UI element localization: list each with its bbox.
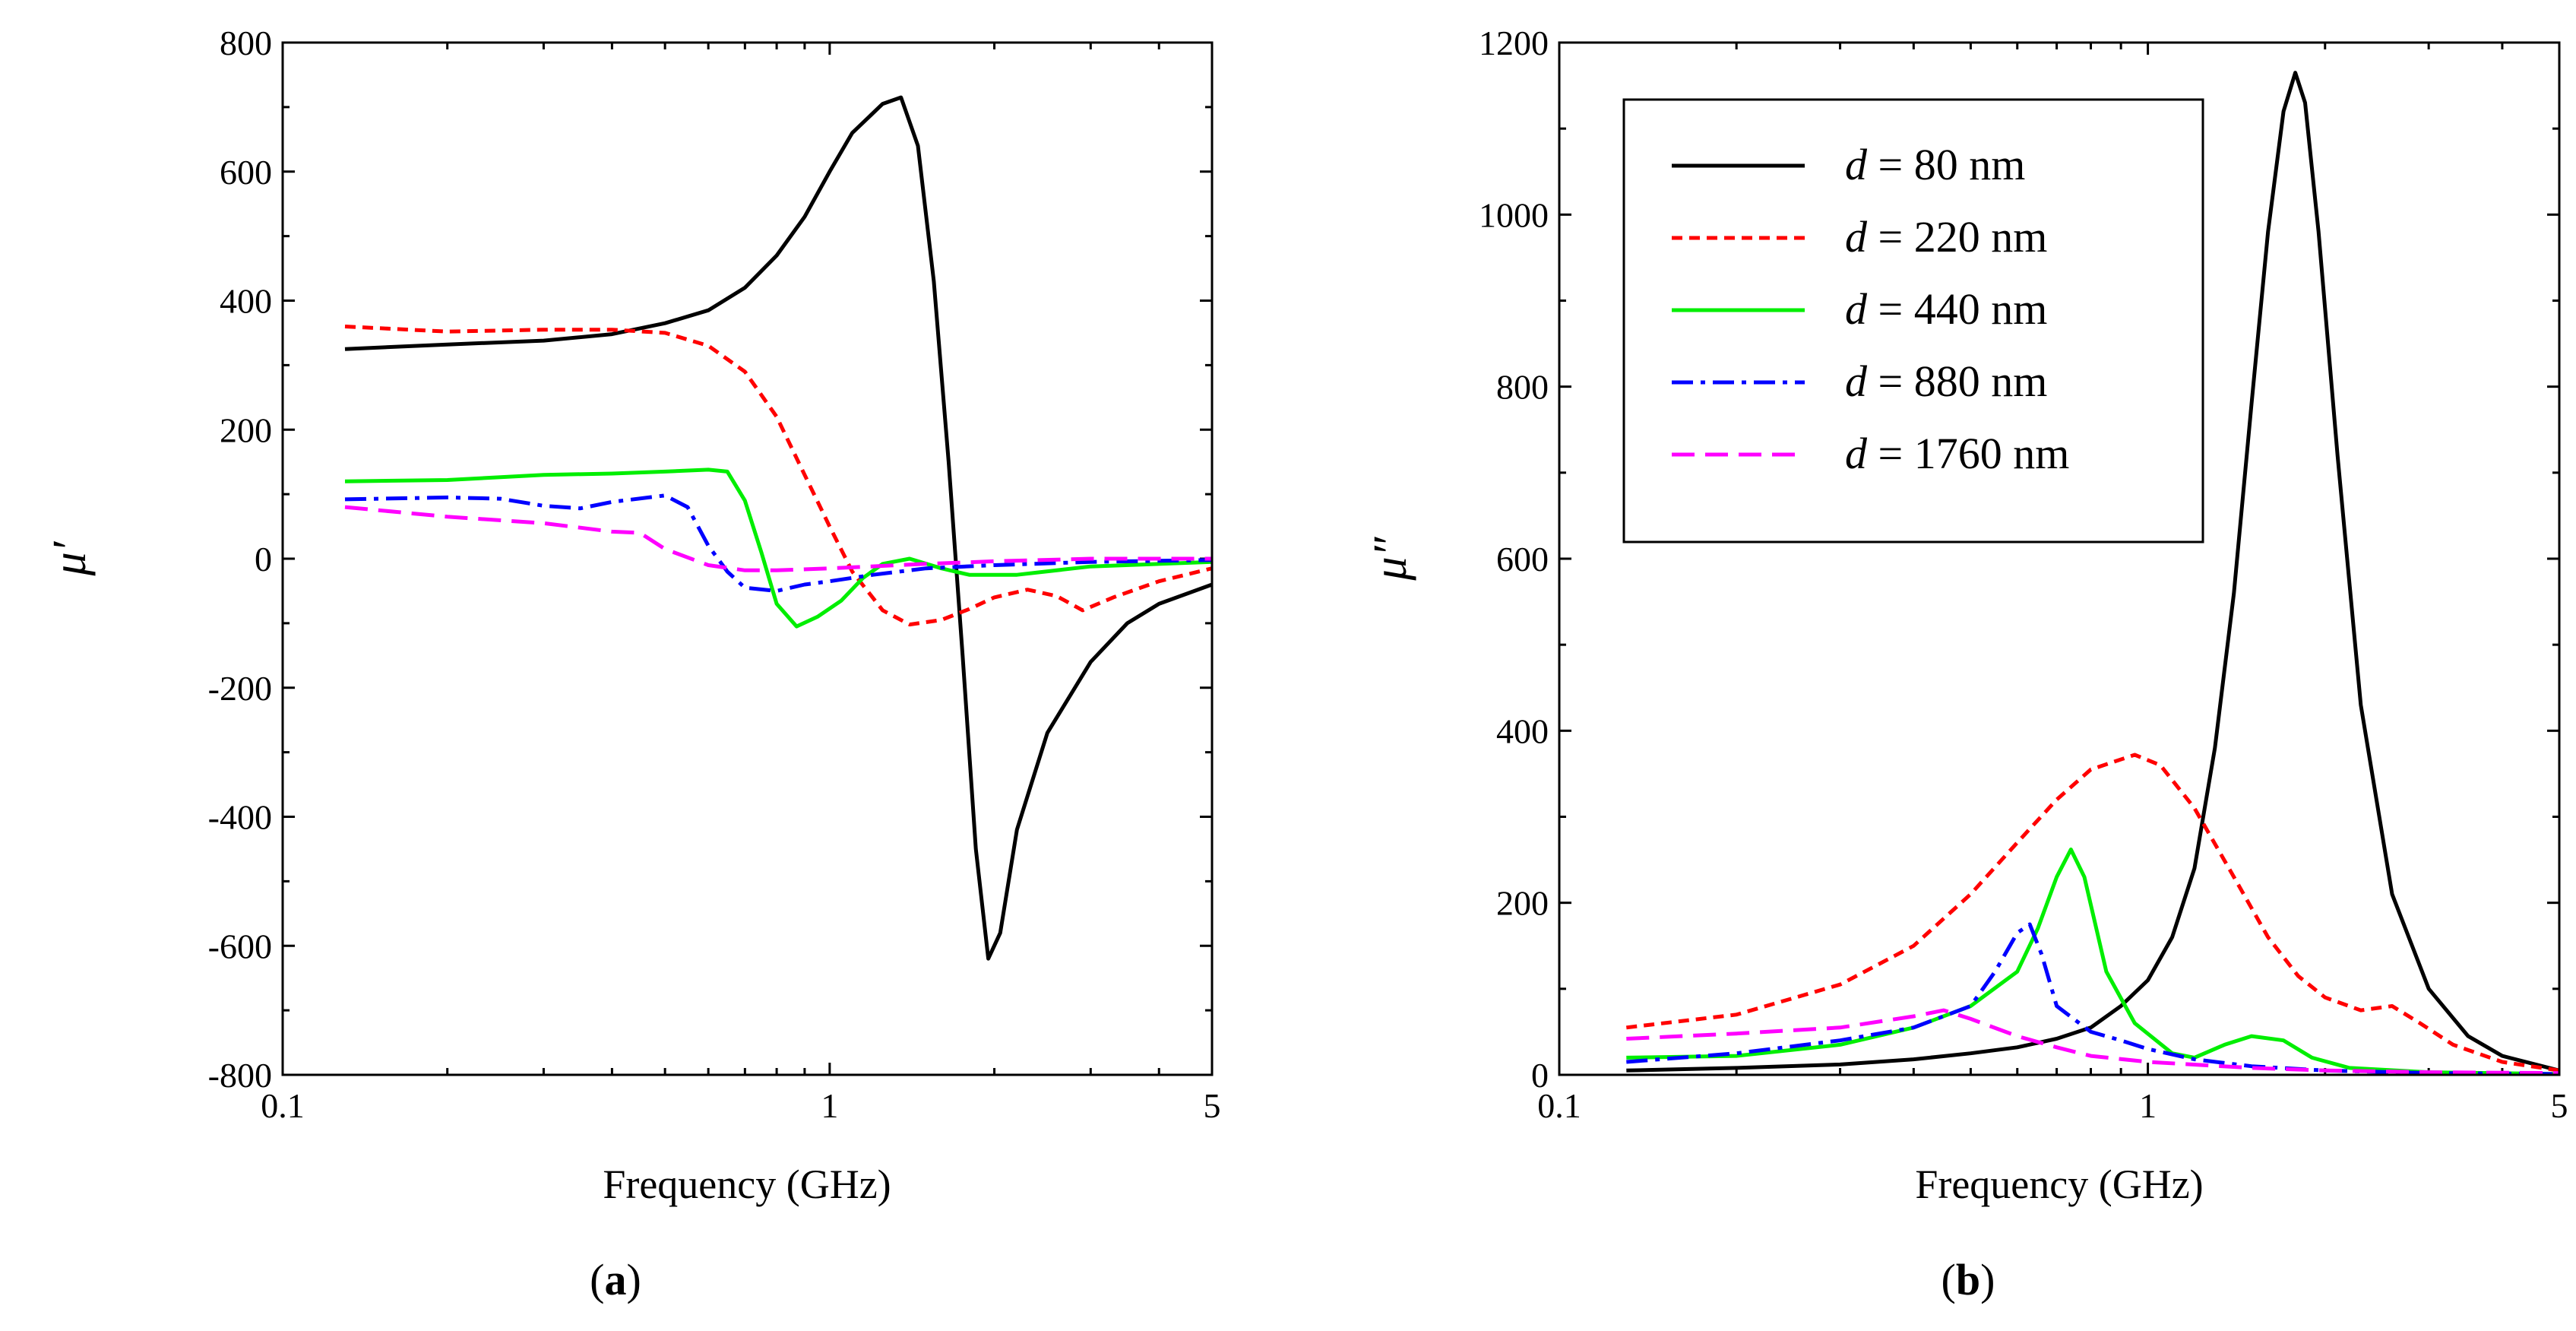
b-series-line-1 (1626, 753, 2560, 1073)
a-y-tick-label: 200 (220, 410, 272, 449)
b-series-group (1626, 71, 2560, 1076)
b-y-axis-label: μ″ (1365, 536, 1416, 581)
a-series-line-1 (344, 325, 1213, 627)
legend-label-0: d = 80 nm (1845, 140, 2025, 189)
a-y-tick-label: -800 (208, 1056, 272, 1095)
b-y-tick-label: 400 (1496, 711, 1549, 750)
a-x-axis-label: Frequency (GHz) (603, 1161, 891, 1207)
legend-label-4: d = 1760 nm (1845, 429, 2069, 478)
b-x-tick-label: 1 (2139, 1086, 2157, 1125)
a-series-line-2 (344, 467, 1213, 629)
a-plot-frame (281, 41, 1214, 1076)
panel-b: 1200 1000 800 600 400 200 00.1 1 5 Frequency (GH… (1365, 24, 2568, 1304)
legend-label-1: d = 220 nm (1845, 212, 2047, 261)
a-y-tick-label: 800 (220, 24, 272, 62)
b-y-tick-label: 600 (1496, 540, 1549, 578)
a-y-tick-label: -400 (208, 798, 272, 837)
legend-label-3: d = 880 nm (1845, 357, 2047, 406)
a-x-tick-label: 1 (821, 1086, 838, 1125)
a-y-tick-label: 0 (255, 540, 272, 578)
b-x-axis-label: Frequency (GHz) (1915, 1161, 2203, 1207)
a-series-line-0 (344, 95, 1213, 961)
b-y-tick-label: 200 (1496, 884, 1549, 923)
b-y-tick-label: 1200 (1479, 24, 1549, 62)
a-y-tick-label: -600 (208, 927, 272, 965)
caption-b: (b) (1941, 1255, 1995, 1304)
legend-label-2: d = 440 nm (1845, 284, 2047, 334)
a-series-line-3 (344, 493, 1213, 593)
b-plot-frame (1558, 41, 2561, 1076)
legend: d = 80 nm d = 220 nm d = 440 nm d = 880 nm d… (1622, 98, 2204, 543)
b-x-tick-label: 5 (2551, 1086, 2568, 1125)
legend-box (1622, 98, 2204, 543)
b-y-tick-label: 800 (1496, 368, 1549, 407)
b-y-tick-label: 1000 (1479, 195, 1549, 234)
a-series-line-4 (344, 505, 1212, 572)
a-y-tick-label: 600 (220, 153, 272, 192)
a-y-axis-label: μ′ (44, 540, 96, 576)
b-series-line-2 (1626, 848, 2560, 1076)
a-series-group (344, 95, 1213, 961)
caption-a-letter: a (605, 1255, 627, 1304)
b-series-line-4 (1626, 1008, 2560, 1076)
b-y-tick-label: 0 (1531, 1056, 1549, 1095)
caption-b-letter: b (1956, 1255, 1980, 1304)
a-y-tick-label: 400 (220, 282, 272, 321)
a-x-tick-label: 5 (1204, 1086, 1221, 1125)
b-x-tick-label: 0.1 (1537, 1086, 1581, 1125)
a-x-tick-label: 0.1 (261, 1086, 305, 1125)
caption-a: (a) (590, 1255, 641, 1304)
b-series-line-0 (1626, 71, 2560, 1073)
a-y-tick-label: -200 (208, 669, 272, 708)
